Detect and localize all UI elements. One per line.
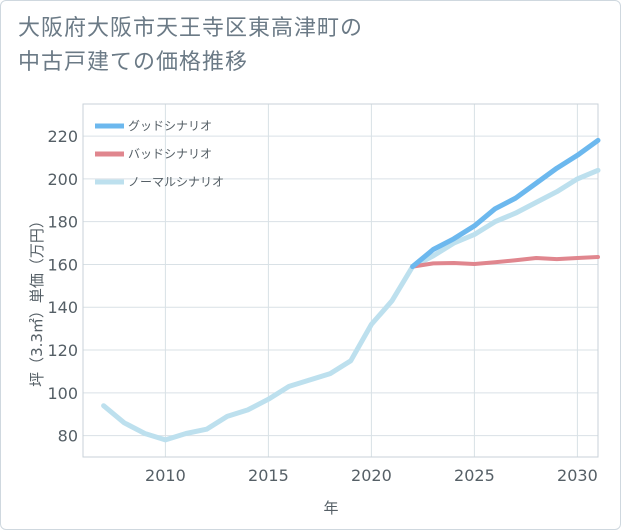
y-tick-label: 140 (47, 298, 78, 317)
series-line-2 (101, 167, 601, 443)
series-line-0 (410, 137, 601, 270)
y-tick-label: 100 (47, 384, 78, 403)
chart-title: 大阪府大阪市天王寺区東高津町の 中古戸建ての価格推移 (18, 12, 578, 80)
y-axis-title: 坪（3.3㎡）単価（万円） (28, 213, 46, 387)
y-tick-label: 120 (47, 341, 78, 360)
y-tick-label: 220 (47, 127, 78, 146)
y-tick-label: 80 (58, 427, 78, 446)
chart-title-line-2: 中古戸建ての価格推移 (18, 50, 249, 75)
plot-area (82, 103, 599, 458)
chart-grid (83, 104, 598, 457)
x-tick-label: 2015 (248, 466, 289, 485)
y-tick-label: 160 (47, 255, 78, 274)
y-tick-label: 200 (47, 170, 78, 189)
x-tick-label: 2030 (557, 466, 598, 485)
x-axis-ticks: 2010 2015 2020 2025 2030 (145, 466, 598, 485)
legend-label-2: ノーマルシナリオ (128, 175, 224, 189)
x-tick-label: 2010 (145, 466, 186, 485)
series-layer (101, 137, 601, 443)
chart-title-line-1: 大阪府大阪市天王寺区東高津町の (18, 16, 364, 41)
y-axis-ticks: 80 100 120 140 160 180 200 220 (47, 127, 78, 446)
legend-label-0: グッドシナリオ (128, 119, 212, 133)
x-tick-label: 2020 (351, 466, 392, 485)
y-tick-label: 180 (47, 213, 78, 232)
legend-label-1: バッドシナリオ (128, 147, 212, 161)
x-tick-label: 2025 (454, 466, 495, 485)
x-axis-title: 年 (323, 499, 338, 517)
series-line-1 (410, 255, 600, 269)
